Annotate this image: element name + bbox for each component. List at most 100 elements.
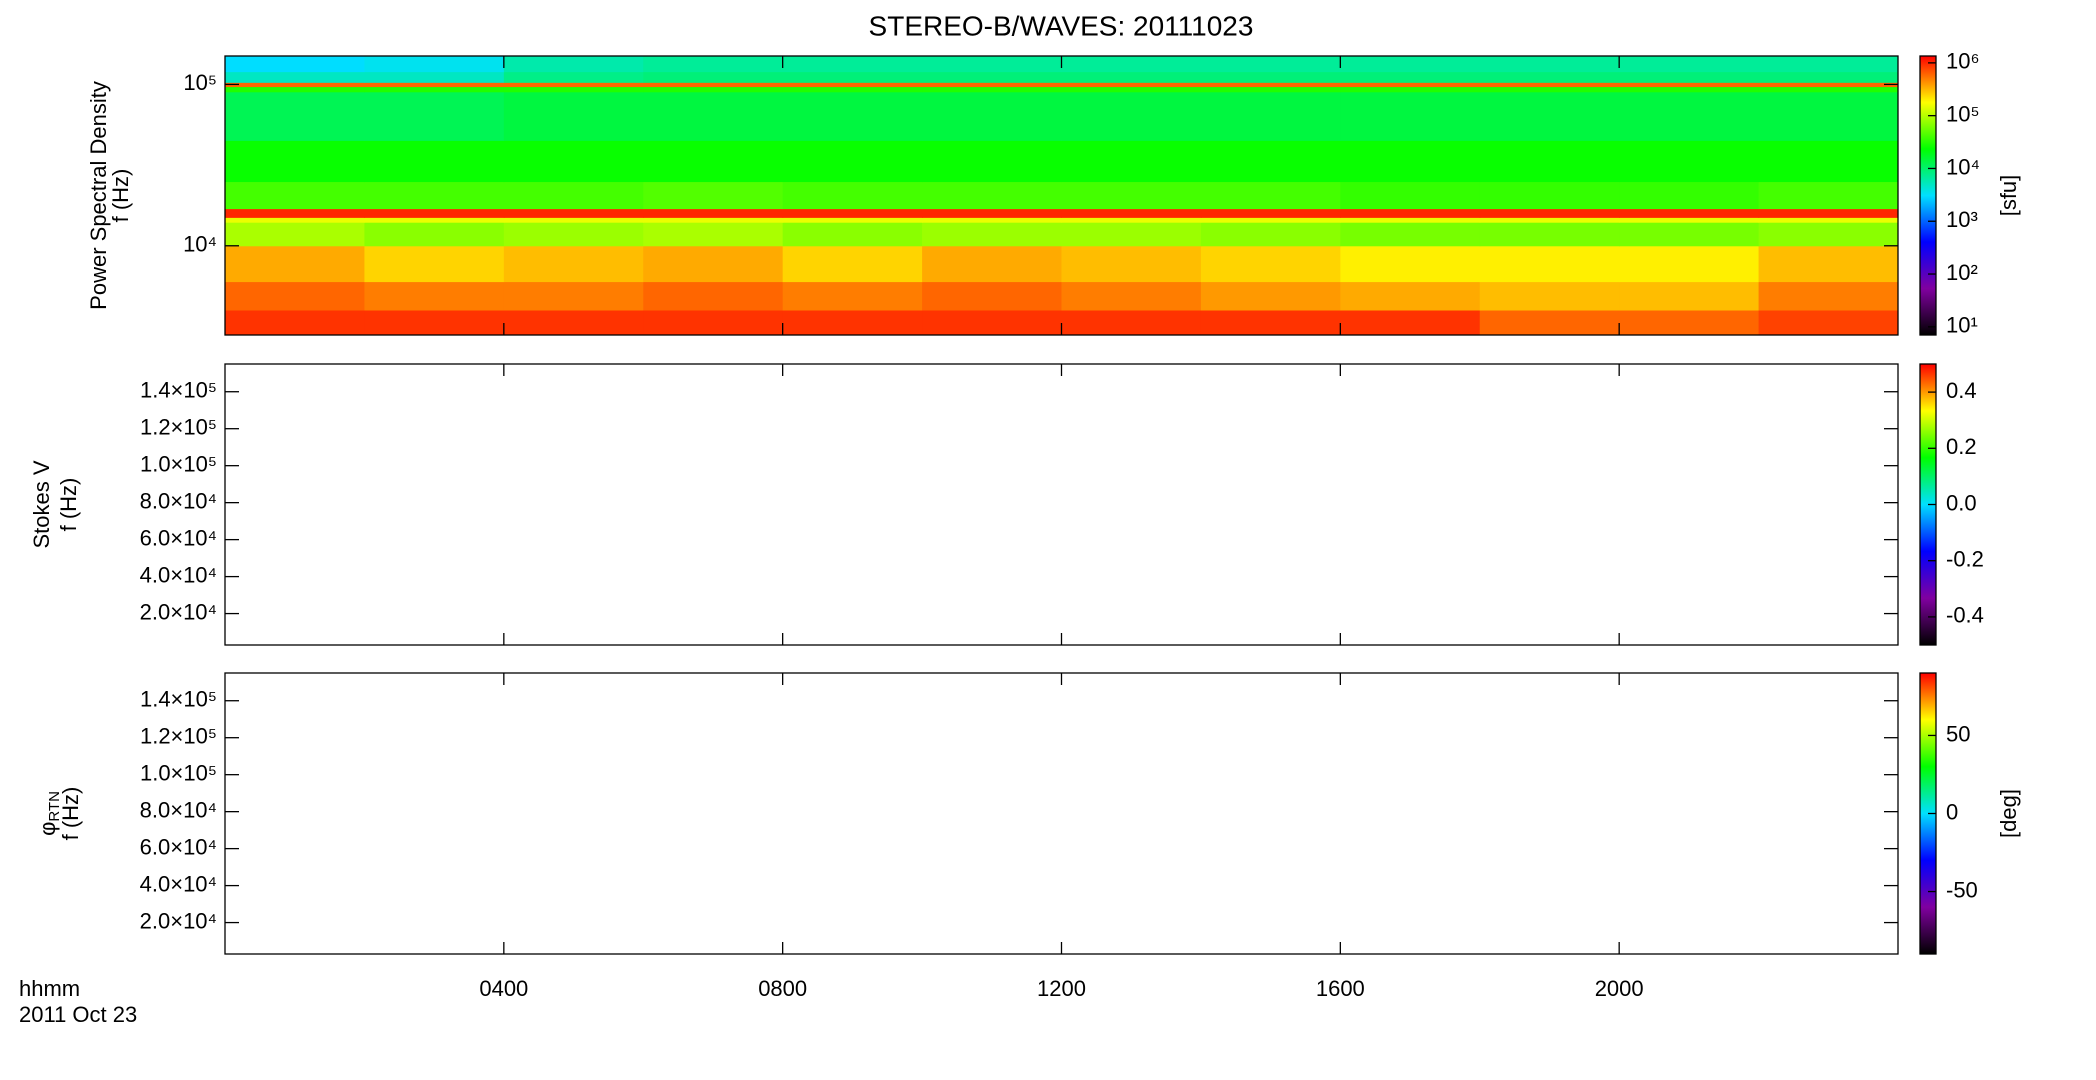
y-axis-label: Stokes V bbox=[29, 460, 54, 548]
heatmap-cell bbox=[1061, 181, 1202, 210]
colorbar-tick-label: 0.0 bbox=[1946, 490, 1977, 515]
heatmap-cell bbox=[364, 217, 505, 223]
heatmap-cell bbox=[1200, 208, 1341, 218]
colorbar-tick-label: -50 bbox=[1946, 877, 1978, 902]
y-tick-label: 8.0×10⁴ bbox=[140, 797, 217, 822]
heatmap-cell bbox=[782, 217, 923, 223]
colorbar-tick-label: -0.4 bbox=[1946, 603, 1984, 628]
heatmap-cell bbox=[225, 140, 365, 183]
heatmap-cell bbox=[225, 310, 365, 336]
x-tick-label: 1600 bbox=[1316, 976, 1365, 1001]
heatmap-cell bbox=[364, 208, 505, 218]
heatmap-cell bbox=[1340, 140, 1481, 183]
heatmap-cell bbox=[503, 222, 644, 247]
heatmap-cell bbox=[1200, 86, 1341, 93]
heatmap-cell bbox=[782, 82, 923, 88]
heatmap-cell bbox=[1479, 71, 1620, 83]
heatmap-cell bbox=[503, 208, 644, 218]
heatmap-cell bbox=[922, 222, 1062, 247]
heatmap-cell bbox=[1200, 140, 1341, 183]
heatmap-cell bbox=[1200, 222, 1341, 247]
heatmap-cell bbox=[503, 91, 644, 141]
heatmap-cell bbox=[1758, 56, 1899, 73]
heatmap-cell bbox=[364, 281, 505, 311]
y-axis-label: φRTN bbox=[35, 791, 63, 836]
heatmap-cell bbox=[782, 222, 923, 247]
heatmap-cell bbox=[1758, 82, 1899, 88]
colorbar-tick-label: 10⁶ bbox=[1946, 49, 1980, 74]
heatmap-cell bbox=[1619, 217, 1760, 223]
plot-frame bbox=[224, 363, 1899, 646]
heatmap-cell bbox=[1479, 217, 1620, 223]
heatmap-cell bbox=[782, 56, 923, 73]
heatmap-cell bbox=[782, 86, 923, 93]
heatmap-cell bbox=[1758, 140, 1899, 183]
heatmap-cell bbox=[503, 245, 644, 283]
heatmap-cell bbox=[503, 310, 644, 336]
heatmap-cell bbox=[1758, 310, 1899, 336]
heatmap-cell bbox=[643, 91, 784, 141]
heatmap-cell bbox=[1758, 217, 1899, 223]
heatmap-cell bbox=[782, 245, 923, 283]
heatmap-cell bbox=[643, 222, 784, 247]
heatmap-cell bbox=[1619, 222, 1760, 247]
heatmap-cell bbox=[1479, 208, 1620, 218]
heatmap-cell bbox=[643, 56, 784, 73]
heatmap-cell bbox=[1200, 56, 1341, 73]
heatmap-cell bbox=[364, 91, 505, 141]
heatmap-cell bbox=[1758, 181, 1899, 210]
heatmap-cell bbox=[643, 82, 784, 88]
heatmap-cell bbox=[1200, 82, 1341, 88]
time-label: hhmm bbox=[19, 976, 80, 1001]
y-tick-label: 6.0×10⁴ bbox=[140, 525, 217, 550]
heatmap-cell bbox=[1340, 222, 1481, 247]
heatmap-cell bbox=[922, 71, 1062, 83]
heatmap-cell bbox=[1340, 245, 1481, 283]
heatmap-cell bbox=[922, 217, 1062, 223]
y-axis-label-subscript: RTN bbox=[46, 791, 63, 822]
heatmap-cell bbox=[643, 71, 784, 83]
heatmap-cell bbox=[364, 310, 505, 336]
heatmap-cell bbox=[1619, 91, 1760, 141]
heatmap-cell bbox=[1061, 140, 1202, 183]
heatmap-cell bbox=[1619, 140, 1760, 183]
y-axis-label: f (Hz) bbox=[108, 169, 133, 223]
heatmap-cell bbox=[643, 245, 784, 283]
heatmap-cell bbox=[1061, 91, 1202, 141]
heatmap-cell bbox=[1758, 245, 1899, 283]
heatmap-cell bbox=[225, 181, 365, 210]
heatmap-cell bbox=[364, 71, 505, 83]
colorbar-label: [sfu] bbox=[1996, 175, 2021, 217]
heatmap-cell bbox=[922, 82, 1062, 88]
heatmap-cell bbox=[1619, 86, 1760, 93]
heatmap-cell bbox=[1340, 86, 1481, 93]
heatmap-cell bbox=[364, 86, 505, 93]
colorbar-tick-label: 0.4 bbox=[1946, 378, 1977, 403]
heatmap-cell bbox=[225, 217, 365, 223]
heatmap-cell bbox=[1061, 217, 1202, 223]
y-tick-label: 1.2×10⁵ bbox=[140, 415, 217, 440]
heatmap-cell bbox=[503, 140, 644, 183]
colorbar-tick-label: 10⁴ bbox=[1946, 154, 1980, 179]
heatmap-cell bbox=[1758, 208, 1899, 218]
x-tick-label: 0800 bbox=[758, 976, 807, 1001]
heatmap-cell bbox=[1340, 310, 1481, 336]
heatmap-cell bbox=[1340, 56, 1481, 73]
y-tick-label: 2.0×10⁴ bbox=[140, 599, 217, 624]
heatmap-cell bbox=[1061, 56, 1202, 73]
heatmap-cell bbox=[1479, 245, 1620, 283]
colorbar-tick-label: 10² bbox=[1946, 260, 1978, 285]
heatmap-cell bbox=[782, 310, 923, 336]
heatmap-cell bbox=[1758, 86, 1899, 93]
heatmap-cell bbox=[1200, 281, 1341, 311]
heatmap-cell bbox=[643, 86, 784, 93]
heatmap-cell bbox=[503, 281, 644, 311]
y-axis-label: Power Spectral Density bbox=[86, 81, 111, 310]
heatmap-cell bbox=[1479, 56, 1620, 73]
heatmap-cell bbox=[1200, 181, 1341, 210]
heatmap-cell bbox=[1340, 208, 1481, 218]
heatmap-cell bbox=[1619, 281, 1760, 311]
heatmap-cell bbox=[1061, 245, 1202, 283]
y-tick-label: 1.0×10⁵ bbox=[140, 760, 217, 785]
heatmap-cell bbox=[643, 181, 784, 210]
